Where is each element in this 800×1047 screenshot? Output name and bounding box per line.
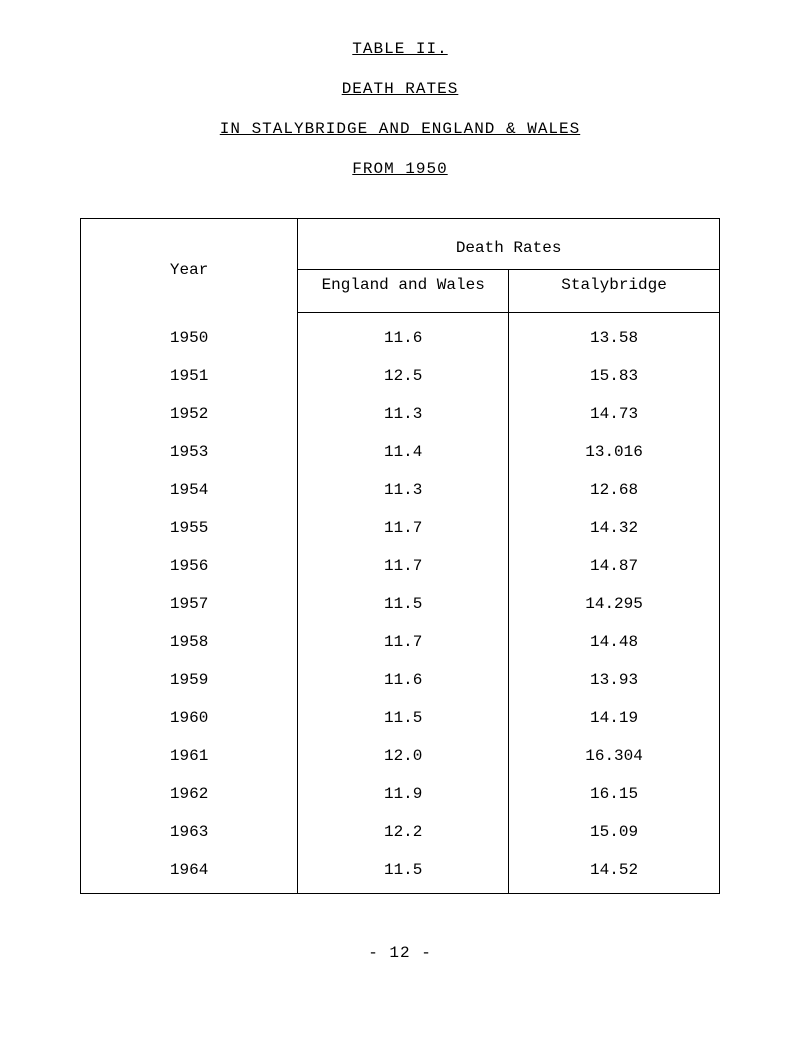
cell-year: 1960 bbox=[81, 699, 298, 737]
table-row: 196211.916.15 bbox=[81, 775, 720, 813]
cell-year: 1950 bbox=[81, 313, 298, 358]
cell-england-wales: 11.3 bbox=[298, 471, 509, 509]
cell-england-wales: 11.6 bbox=[298, 661, 509, 699]
cell-stalybridge: 16.304 bbox=[509, 737, 720, 775]
cell-year: 1964 bbox=[81, 851, 298, 894]
table-row: 196011.514.19 bbox=[81, 699, 720, 737]
cell-year: 1955 bbox=[81, 509, 298, 547]
cell-year: 1954 bbox=[81, 471, 298, 509]
table-row: 195611.714.87 bbox=[81, 547, 720, 585]
cell-england-wales: 11.7 bbox=[298, 623, 509, 661]
table-body: 195011.613.58195112.515.83195211.314.731… bbox=[81, 313, 720, 894]
table-row: 196312.215.09 bbox=[81, 813, 720, 851]
table-row: 195211.314.73 bbox=[81, 395, 720, 433]
cell-stalybridge: 14.73 bbox=[509, 395, 720, 433]
cell-year: 1956 bbox=[81, 547, 298, 585]
cell-stalybridge: 14.19 bbox=[509, 699, 720, 737]
cell-stalybridge: 15.83 bbox=[509, 357, 720, 395]
cell-year: 1952 bbox=[81, 395, 298, 433]
cell-england-wales: 11.4 bbox=[298, 433, 509, 471]
page-number: - 12 - bbox=[50, 944, 750, 962]
cell-england-wales: 12.0 bbox=[298, 737, 509, 775]
table-row: 196112.016.304 bbox=[81, 737, 720, 775]
table-row: 195811.714.48 bbox=[81, 623, 720, 661]
document-headers: TABLE II. DEATH RATES IN STALYBRIDGE AND… bbox=[50, 40, 750, 178]
cell-year: 1962 bbox=[81, 775, 298, 813]
cell-england-wales: 11.5 bbox=[298, 851, 509, 894]
title-from-year: FROM 1950 bbox=[50, 160, 750, 178]
cell-stalybridge: 14.48 bbox=[509, 623, 720, 661]
table-row: 195112.515.83 bbox=[81, 357, 720, 395]
cell-year: 1963 bbox=[81, 813, 298, 851]
table-row: 195511.714.32 bbox=[81, 509, 720, 547]
cell-year: 1957 bbox=[81, 585, 298, 623]
table-row: 195711.514.295 bbox=[81, 585, 720, 623]
cell-stalybridge: 14.87 bbox=[509, 547, 720, 585]
cell-stalybridge: 14.295 bbox=[509, 585, 720, 623]
cell-stalybridge: 15.09 bbox=[509, 813, 720, 851]
cell-year: 1951 bbox=[81, 357, 298, 395]
col-header-stalybridge: Stalybridge bbox=[509, 270, 720, 313]
cell-stalybridge: 14.52 bbox=[509, 851, 720, 894]
cell-year: 1959 bbox=[81, 661, 298, 699]
cell-stalybridge: 16.15 bbox=[509, 775, 720, 813]
table-row: 196411.514.52 bbox=[81, 851, 720, 894]
cell-england-wales: 11.7 bbox=[298, 509, 509, 547]
title-death-rates: DEATH RATES bbox=[50, 80, 750, 98]
table-number: TABLE II. bbox=[50, 40, 750, 58]
cell-year: 1961 bbox=[81, 737, 298, 775]
cell-stalybridge: 13.93 bbox=[509, 661, 720, 699]
cell-stalybridge: 13.58 bbox=[509, 313, 720, 358]
table-row: 195311.413.016 bbox=[81, 433, 720, 471]
cell-year: 1958 bbox=[81, 623, 298, 661]
death-rates-table: Year Death Rates England and Wales Staly… bbox=[80, 218, 720, 894]
cell-year: 1953 bbox=[81, 433, 298, 471]
table-row: 195411.312.68 bbox=[81, 471, 720, 509]
cell-england-wales: 11.5 bbox=[298, 585, 509, 623]
table-row: 195011.613.58 bbox=[81, 313, 720, 358]
cell-stalybridge: 13.016 bbox=[509, 433, 720, 471]
cell-stalybridge: 12.68 bbox=[509, 471, 720, 509]
cell-england-wales: 11.6 bbox=[298, 313, 509, 358]
table-row: 195911.613.93 bbox=[81, 661, 720, 699]
col-header-rates: Death Rates bbox=[298, 219, 720, 270]
col-header-year: Year bbox=[81, 219, 298, 313]
cell-england-wales: 11.3 bbox=[298, 395, 509, 433]
cell-england-wales: 12.5 bbox=[298, 357, 509, 395]
cell-england-wales: 12.2 bbox=[298, 813, 509, 851]
cell-england-wales: 11.9 bbox=[298, 775, 509, 813]
col-header-england-wales: England and Wales bbox=[298, 270, 509, 313]
cell-stalybridge: 14.32 bbox=[509, 509, 720, 547]
cell-england-wales: 11.7 bbox=[298, 547, 509, 585]
title-location: IN STALYBRIDGE AND ENGLAND & WALES bbox=[50, 120, 750, 138]
cell-england-wales: 11.5 bbox=[298, 699, 509, 737]
